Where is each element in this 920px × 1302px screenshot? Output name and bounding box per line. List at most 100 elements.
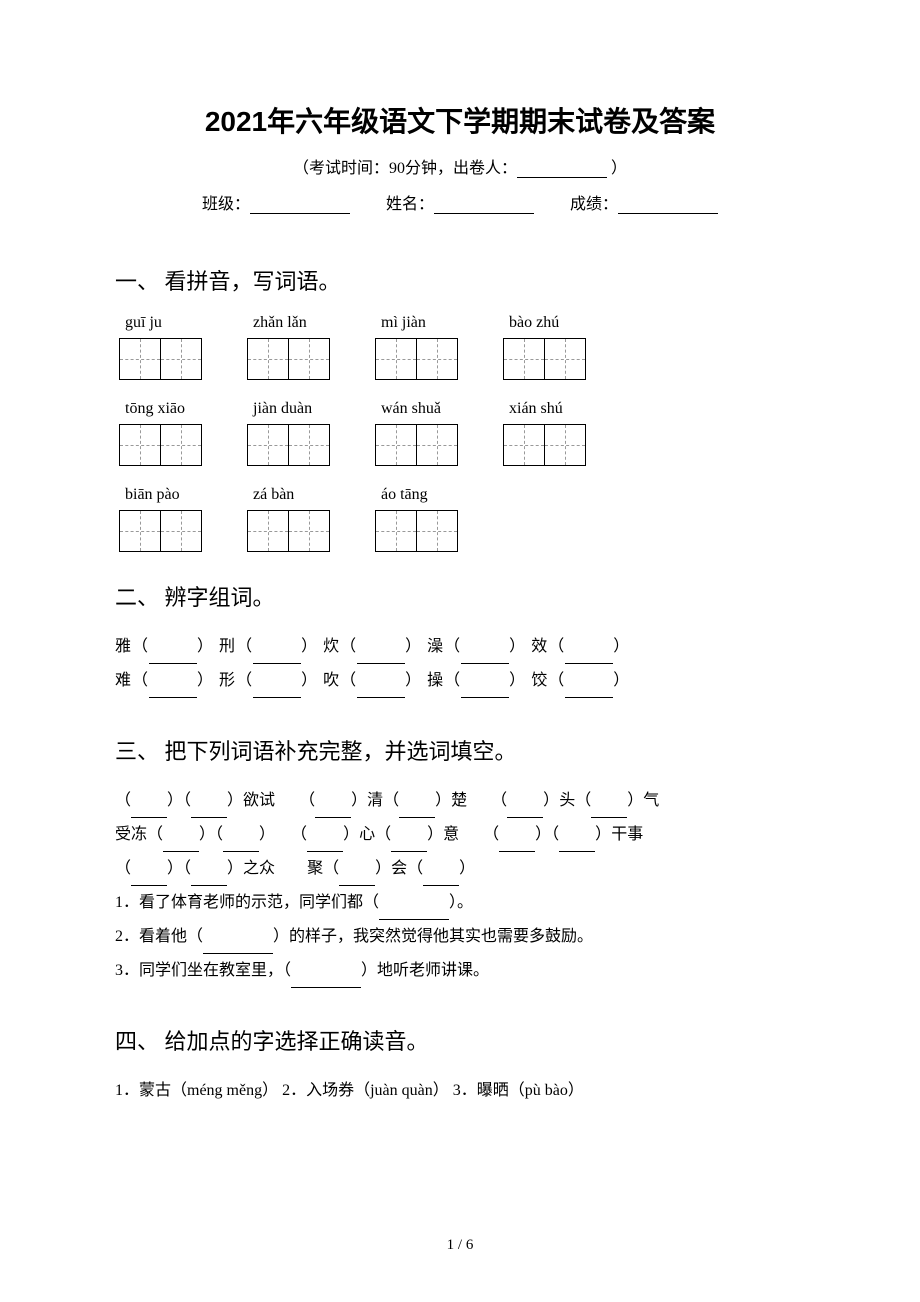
char: 炊 [323, 638, 340, 655]
score-blank[interactable] [618, 196, 718, 214]
charbox-pair [375, 424, 503, 466]
pinyin-row: tōng xiāo jiàn duàn wán shuǎ xián shú [115, 400, 805, 418]
q2-line1: 雅（） 刑（） 炊（） 澡（） 效（） [115, 630, 805, 664]
charbox-row [115, 510, 805, 552]
answer-blank[interactable] [149, 682, 197, 698]
sentence-prefix: 1．看了体育老师的示范，同学们都（ [115, 894, 379, 911]
section3-heading: 三、 把下列词语补充完整，并选词填空。 [115, 734, 805, 766]
answer-blank[interactable] [253, 682, 301, 698]
charbox-pair [247, 424, 375, 466]
char-box[interactable] [375, 338, 417, 380]
sentence-suffix: ）地听老师讲课。 [361, 962, 489, 979]
answer-blank[interactable] [149, 648, 197, 664]
pinyin-label: mì jiàn [381, 314, 509, 332]
answer-blank[interactable] [379, 904, 449, 920]
char-box[interactable] [288, 510, 330, 552]
answer-blank[interactable] [223, 836, 259, 852]
pinyin-label: zá bàn [253, 486, 381, 504]
answer-blank[interactable] [399, 802, 435, 818]
char-box[interactable] [288, 424, 330, 466]
q3-row2: 受冻（）（） （）心（）意 （）（）干事 [115, 818, 805, 852]
char-box[interactable] [503, 338, 545, 380]
char: 吹 [323, 672, 340, 689]
answer-blank[interactable] [203, 938, 273, 954]
charbox-pair [119, 424, 247, 466]
pinyin-label: guī ju [125, 314, 253, 332]
pinyin-label: wán shuǎ [381, 400, 509, 418]
sentence-prefix: 3．同学们坐在教室里，（ [115, 962, 291, 979]
char-box[interactable] [247, 424, 289, 466]
word: 干事 [611, 826, 643, 843]
answer-blank[interactable] [559, 836, 595, 852]
word: 气 [643, 792, 659, 809]
answer-blank[interactable] [591, 802, 627, 818]
answer-blank[interactable] [357, 648, 405, 664]
name-blank[interactable] [434, 196, 534, 214]
pinyin-row: biān pào zá bàn áo tāng [115, 486, 805, 504]
examiner-blank[interactable] [517, 160, 607, 178]
char-box[interactable] [544, 424, 586, 466]
char-box[interactable] [544, 338, 586, 380]
char-box[interactable] [416, 510, 458, 552]
word: 意 [443, 826, 459, 843]
subtitle-prefix: （考试时间：90分钟，出卷人： [293, 160, 517, 177]
char-box[interactable] [503, 424, 545, 466]
answer-blank[interactable] [253, 648, 301, 664]
answer-blank[interactable] [565, 682, 613, 698]
answer-blank[interactable] [315, 802, 351, 818]
answer-blank[interactable] [391, 836, 427, 852]
pinyin-label: bào zhú [509, 314, 637, 332]
char-box[interactable] [160, 510, 202, 552]
char-box[interactable] [160, 424, 202, 466]
answer-blank[interactable] [307, 836, 343, 852]
char-box[interactable] [416, 338, 458, 380]
char-box[interactable] [375, 510, 417, 552]
charbox-pair [375, 510, 503, 552]
char-box[interactable] [247, 338, 289, 380]
answer-blank[interactable] [131, 802, 167, 818]
word: 清 [367, 792, 383, 809]
char-box[interactable] [160, 338, 202, 380]
charbox-pair [503, 338, 631, 380]
section4-heading: 四、 给加点的字选择正确读音。 [115, 1024, 805, 1056]
charbox-pair [247, 338, 375, 380]
answer-blank[interactable] [461, 682, 509, 698]
answer-blank[interactable] [357, 682, 405, 698]
page-title: 2021年六年级语文下学期期末试卷及答案 [115, 100, 805, 140]
charbox-pair [119, 338, 247, 380]
sentence-suffix: ）的样子，我突然觉得他其实也需要多鼓励。 [273, 928, 593, 945]
char-box[interactable] [288, 338, 330, 380]
word: 欲试 [243, 792, 275, 809]
char-box[interactable] [119, 510, 161, 552]
char-box[interactable] [119, 424, 161, 466]
char-box[interactable] [416, 424, 458, 466]
q3-sent1: 1．看了体育老师的示范，同学们都（）。 [115, 886, 805, 920]
class-blank[interactable] [250, 196, 350, 214]
char: 操 [427, 672, 444, 689]
subtitle-suffix: ） [607, 160, 627, 177]
answer-blank[interactable] [339, 870, 375, 886]
word: 聚 [307, 860, 323, 877]
charbox-pair [119, 510, 247, 552]
char-box[interactable] [119, 338, 161, 380]
q3-row1: （）（）欲试 （）清（）楚 （）头（）气 [115, 784, 805, 818]
answer-blank[interactable] [191, 870, 227, 886]
answer-blank[interactable] [291, 972, 361, 988]
answer-blank[interactable] [499, 836, 535, 852]
charbox-pair [247, 510, 375, 552]
pinyin-label: áo tāng [381, 486, 509, 504]
answer-blank[interactable] [131, 870, 167, 886]
pinyin-label: biān pào [125, 486, 253, 504]
char-box[interactable] [247, 510, 289, 552]
answer-blank[interactable] [507, 802, 543, 818]
answer-blank[interactable] [191, 802, 227, 818]
answer-blank[interactable] [461, 648, 509, 664]
answer-blank[interactable] [423, 870, 459, 886]
answer-blank[interactable] [565, 648, 613, 664]
answer-blank[interactable] [163, 836, 199, 852]
q2-line2: 难（） 形（） 吹（） 操（） 饺（） [115, 664, 805, 698]
charbox-pair [503, 424, 631, 466]
char-box[interactable] [375, 424, 417, 466]
pinyin-label: zhǎn lǎn [253, 314, 381, 332]
char: 难 [115, 672, 132, 689]
